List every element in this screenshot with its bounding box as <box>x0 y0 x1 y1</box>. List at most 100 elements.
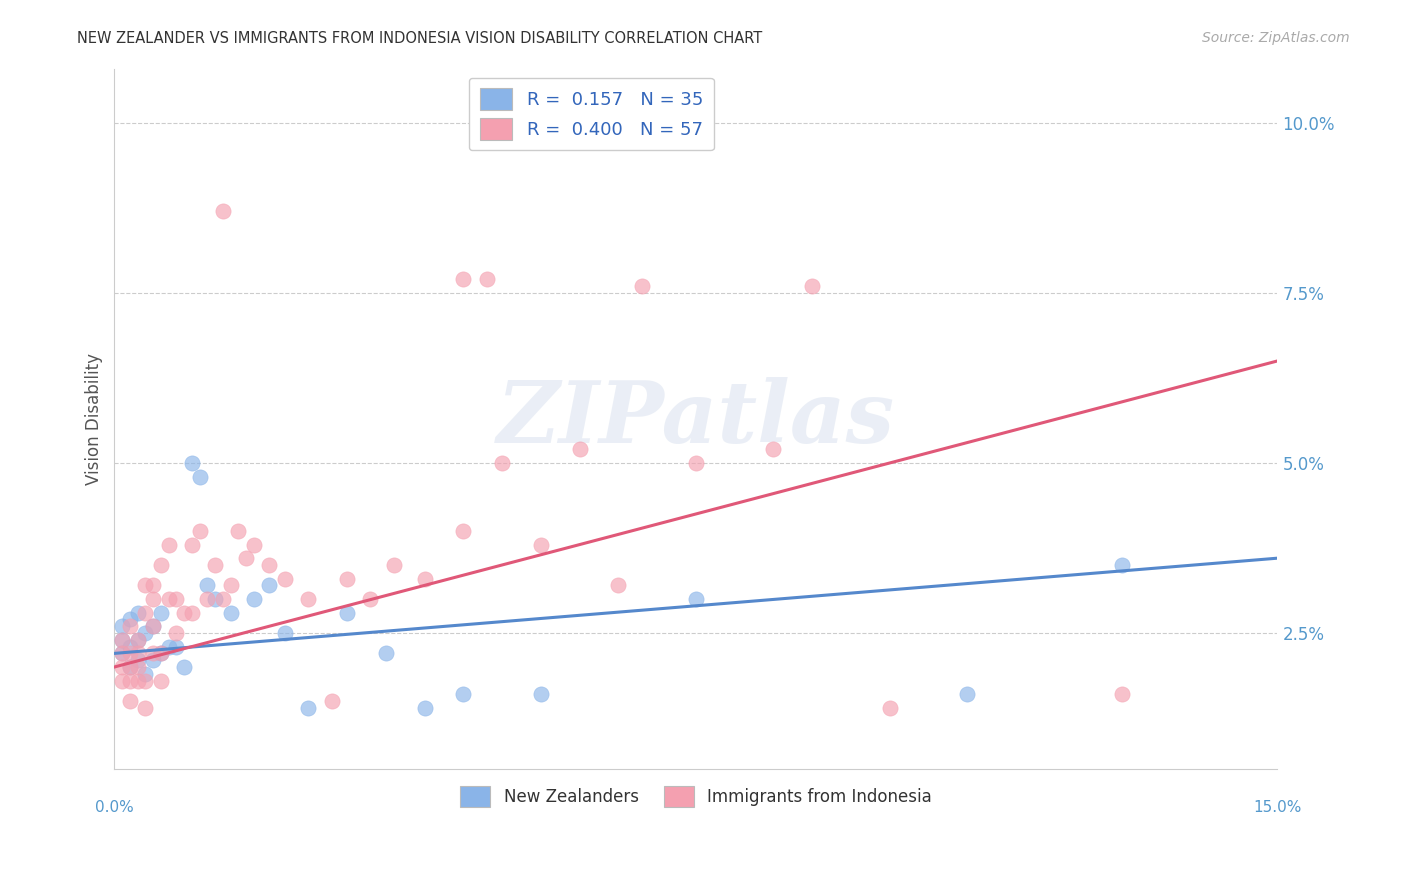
Point <box>374 647 396 661</box>
Point <box>219 578 242 592</box>
Point <box>235 551 257 566</box>
Point <box>212 592 235 607</box>
Point <box>188 524 211 538</box>
Text: 15.0%: 15.0% <box>1253 799 1302 814</box>
Point <box>181 456 204 470</box>
Point <box>134 673 156 688</box>
Point <box>118 660 141 674</box>
Point <box>321 694 343 708</box>
Point <box>134 666 156 681</box>
Point <box>111 647 134 661</box>
Point <box>111 660 134 674</box>
Point <box>243 592 266 607</box>
Point <box>259 558 281 572</box>
Point <box>413 700 436 714</box>
Point <box>630 279 652 293</box>
Point <box>134 700 156 714</box>
Point <box>243 538 266 552</box>
Point <box>181 606 204 620</box>
Point <box>111 647 134 661</box>
Point <box>142 647 165 661</box>
Point <box>956 687 979 701</box>
Point <box>607 578 630 592</box>
Point <box>197 592 219 607</box>
Point <box>127 606 149 620</box>
Point <box>219 606 242 620</box>
Point <box>157 538 180 552</box>
Point <box>127 647 149 661</box>
Point <box>157 640 180 654</box>
Point <box>336 606 359 620</box>
Point <box>1111 687 1133 701</box>
Point <box>165 626 187 640</box>
Point <box>127 632 149 647</box>
Point <box>165 640 187 654</box>
Point <box>197 578 219 592</box>
Point <box>259 578 281 592</box>
Point <box>173 660 195 674</box>
Point <box>111 632 134 647</box>
Point <box>801 279 824 293</box>
Point <box>134 578 156 592</box>
Point <box>491 456 513 470</box>
Point <box>118 660 141 674</box>
Point <box>118 694 141 708</box>
Point <box>336 572 359 586</box>
Point <box>149 673 172 688</box>
Point <box>453 687 475 701</box>
Point <box>188 469 211 483</box>
Point <box>149 606 172 620</box>
Point <box>118 673 141 688</box>
Point <box>142 592 165 607</box>
Point <box>127 632 149 647</box>
Point <box>453 272 475 286</box>
Point <box>568 442 591 457</box>
Point <box>530 687 553 701</box>
Point <box>127 673 149 688</box>
Point <box>118 647 141 661</box>
Point <box>274 626 297 640</box>
Y-axis label: Vision Disability: Vision Disability <box>86 352 103 484</box>
Point <box>142 619 165 633</box>
Point <box>879 700 901 714</box>
Text: NEW ZEALANDER VS IMMIGRANTS FROM INDONESIA VISION DISABILITY CORRELATION CHART: NEW ZEALANDER VS IMMIGRANTS FROM INDONES… <box>77 31 762 46</box>
Point <box>181 538 204 552</box>
Point <box>111 632 134 647</box>
Point <box>127 653 149 667</box>
Text: ZIPatlas: ZIPatlas <box>496 377 896 460</box>
Point <box>149 647 172 661</box>
Point <box>297 700 319 714</box>
Point <box>157 592 180 607</box>
Point <box>134 626 156 640</box>
Legend: New Zealanders, Immigrants from Indonesia: New Zealanders, Immigrants from Indonesi… <box>454 780 938 814</box>
Point <box>118 619 141 633</box>
Point <box>212 204 235 219</box>
Point <box>142 578 165 592</box>
Point <box>173 606 195 620</box>
Point <box>228 524 250 538</box>
Point <box>118 612 141 626</box>
Point <box>111 673 134 688</box>
Point <box>685 592 707 607</box>
Point <box>1111 558 1133 572</box>
Point <box>118 640 141 654</box>
Point <box>111 619 134 633</box>
Point <box>274 572 297 586</box>
Point <box>530 538 553 552</box>
Point <box>165 592 187 607</box>
Point <box>204 592 226 607</box>
Point <box>762 442 785 457</box>
Text: 0.0%: 0.0% <box>96 799 134 814</box>
Point <box>297 592 319 607</box>
Point <box>142 619 165 633</box>
Point <box>685 456 707 470</box>
Point <box>204 558 226 572</box>
Text: Source: ZipAtlas.com: Source: ZipAtlas.com <box>1202 31 1350 45</box>
Point <box>134 606 156 620</box>
Point <box>149 558 172 572</box>
Point <box>382 558 405 572</box>
Point <box>149 647 172 661</box>
Point <box>453 524 475 538</box>
Point <box>359 592 381 607</box>
Point <box>142 653 165 667</box>
